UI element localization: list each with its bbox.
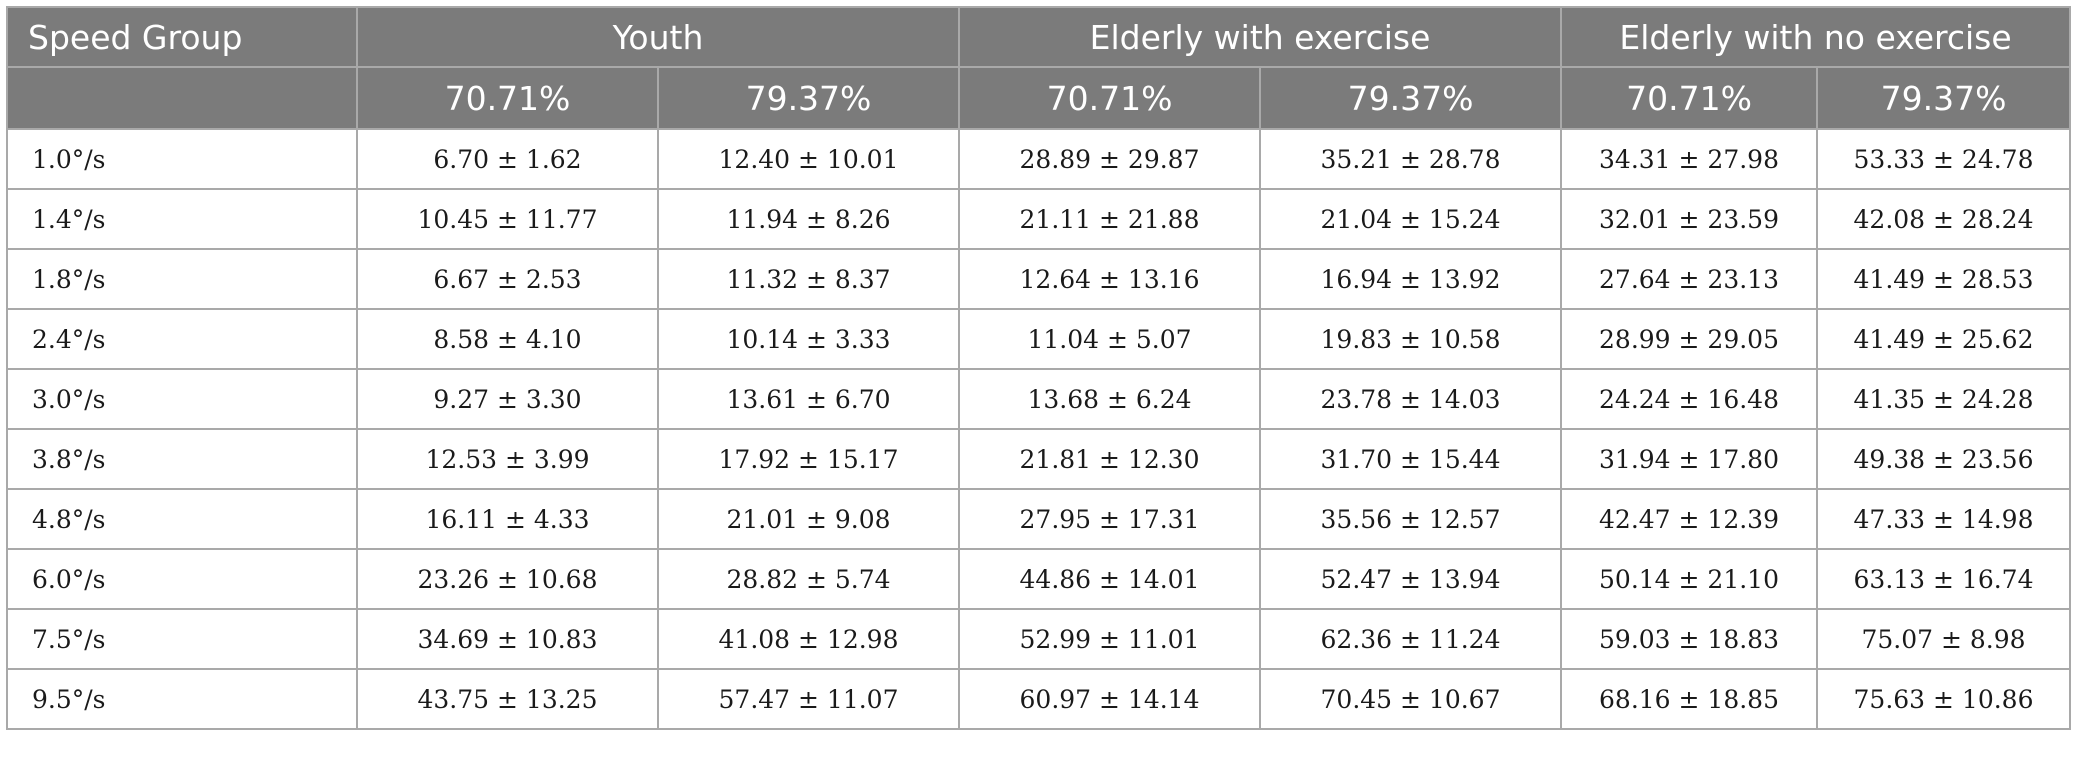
value-cell: 13.68 ± 6.24: [958, 368, 1262, 430]
value-cell: 23.78 ± 14.03: [1259, 368, 1563, 430]
value-cell: 62.36 ± 11.24: [1259, 608, 1563, 670]
speed-cell: 2.4°/s: [6, 308, 358, 370]
value-cell: 32.01 ± 23.59: [1560, 188, 1819, 250]
value-cell: 31.94 ± 17.80: [1560, 428, 1819, 490]
speed-cell: 1.8°/s: [6, 248, 358, 310]
value-cell: 27.64 ± 23.13: [1560, 248, 1819, 310]
value-cell: 28.82 ± 5.74: [656, 548, 961, 610]
value-cell: 47.33 ± 14.98: [1816, 488, 2072, 550]
value-cell: 16.11 ± 4.33: [356, 488, 659, 550]
value-cell: 42.08 ± 28.24: [1816, 188, 2072, 250]
speed-cell: 4.8°/s: [6, 488, 358, 550]
table-row: 1.0°/s 6.70 ± 1.62 12.40 ± 10.01 28.89 ±…: [6, 128, 2072, 190]
value-cell: 34.69 ± 10.83: [356, 608, 659, 670]
value-cell: 41.49 ± 25.62: [1816, 308, 2072, 370]
header-group-elderly-no-exercise: Elderly with no exercise: [1560, 6, 2072, 68]
value-cell: 70.45 ± 10.67: [1259, 668, 1563, 730]
value-cell: 63.13 ± 16.74: [1816, 548, 2072, 610]
table-body: 1.0°/s 6.70 ± 1.62 12.40 ± 10.01 28.89 ±…: [6, 128, 2072, 730]
value-cell: 68.16 ± 18.85: [1560, 668, 1819, 730]
speed-cell: 9.5°/s: [6, 668, 358, 730]
table-header: Speed Group Youth Elderly with exercise …: [6, 6, 2072, 130]
header-group-youth: Youth: [355, 6, 961, 68]
value-cell: 9.27 ± 3.30: [356, 368, 659, 430]
value-cell: 31.70 ± 15.44: [1259, 428, 1563, 490]
value-cell: 6.67 ± 2.53: [356, 248, 659, 310]
table-row: 4.8°/s 16.11 ± 4.33 21.01 ± 9.08 27.95 ±…: [6, 488, 2072, 550]
value-cell: 21.81 ± 12.30: [958, 428, 1262, 490]
value-cell: 12.64 ± 13.16: [958, 248, 1262, 310]
value-cell: 17.92 ± 15.17: [656, 428, 961, 490]
value-cell: 42.47 ± 12.39: [1560, 488, 1819, 550]
speed-cell: 3.8°/s: [6, 428, 358, 490]
value-cell: 10.14 ± 3.33: [656, 308, 961, 370]
value-cell: 24.24 ± 16.48: [1560, 368, 1819, 430]
value-cell: 52.47 ± 13.94: [1259, 548, 1563, 610]
value-cell: 10.45 ± 11.77: [356, 188, 659, 250]
value-cell: 35.21 ± 28.78: [1259, 128, 1563, 190]
header-threshold: 70.71%: [1560, 66, 1819, 130]
data-table-container: Speed Group Youth Elderly with exercise …: [6, 6, 2072, 730]
value-cell: 11.04 ± 5.07: [958, 308, 1262, 370]
value-cell: 57.47 ± 11.07: [656, 668, 961, 730]
value-cell: 21.04 ± 15.24: [1259, 188, 1563, 250]
speed-threshold-table: Speed Group Youth Elderly with exercise …: [6, 6, 2072, 730]
table-row: 7.5°/s 34.69 ± 10.83 41.08 ± 12.98 52.99…: [6, 608, 2072, 670]
value-cell: 21.11 ± 21.88: [958, 188, 1262, 250]
header-threshold: 70.71%: [356, 66, 659, 130]
value-cell: 16.94 ± 13.92: [1259, 248, 1563, 310]
value-cell: 21.01 ± 9.08: [656, 488, 961, 550]
speed-cell: 1.0°/s: [6, 128, 358, 190]
value-cell: 35.56 ± 12.57: [1259, 488, 1563, 550]
value-cell: 41.35 ± 24.28: [1816, 368, 2072, 430]
header-threshold: 79.37%: [1259, 66, 1563, 130]
header-threshold-row: 70.71% 79.37% 70.71% 79.37% 70.71% 79.37…: [6, 66, 2072, 130]
header-threshold: 70.71%: [958, 66, 1262, 130]
table-row: 6.0°/s 23.26 ± 10.68 28.82 ± 5.74 44.86 …: [6, 548, 2072, 610]
table-row: 1.8°/s 6.67 ± 2.53 11.32 ± 8.37 12.64 ± …: [6, 248, 2072, 310]
value-cell: 19.83 ± 10.58: [1259, 308, 1563, 370]
value-cell: 52.99 ± 11.01: [958, 608, 1262, 670]
value-cell: 75.07 ± 8.98: [1816, 608, 2072, 670]
header-blank-cell: [6, 66, 358, 130]
value-cell: 43.75 ± 13.25: [356, 668, 659, 730]
value-cell: 49.38 ± 23.56: [1816, 428, 2072, 490]
speed-cell: 1.4°/s: [6, 188, 358, 250]
value-cell: 8.58 ± 4.10: [356, 308, 659, 370]
table-row: 1.4°/s 10.45 ± 11.77 11.94 ± 8.26 21.11 …: [6, 188, 2072, 250]
speed-cell: 7.5°/s: [6, 608, 358, 670]
table-row: 3.0°/s 9.27 ± 3.30 13.61 ± 6.70 13.68 ± …: [6, 368, 2072, 430]
value-cell: 59.03 ± 18.83: [1560, 608, 1819, 670]
value-cell: 28.99 ± 29.05: [1560, 308, 1819, 370]
header-group-elderly-exercise: Elderly with exercise: [958, 6, 1563, 68]
value-cell: 41.08 ± 12.98: [656, 608, 961, 670]
header-group-row: Speed Group Youth Elderly with exercise …: [6, 6, 2072, 68]
speed-cell: 3.0°/s: [6, 368, 358, 430]
value-cell: 23.26 ± 10.68: [356, 548, 659, 610]
value-cell: 28.89 ± 29.87: [958, 128, 1262, 190]
value-cell: 60.97 ± 14.14: [958, 668, 1262, 730]
value-cell: 27.95 ± 17.31: [958, 488, 1262, 550]
value-cell: 11.94 ± 8.26: [656, 188, 961, 250]
table-row: 9.5°/s 43.75 ± 13.25 57.47 ± 11.07 60.97…: [6, 668, 2072, 730]
value-cell: 34.31 ± 27.98: [1560, 128, 1819, 190]
header-threshold: 79.37%: [1816, 66, 2072, 130]
value-cell: 13.61 ± 6.70: [656, 368, 961, 430]
value-cell: 6.70 ± 1.62: [356, 128, 659, 190]
value-cell: 44.86 ± 14.01: [958, 548, 1262, 610]
table-row: 2.4°/s 8.58 ± 4.10 10.14 ± 3.33 11.04 ± …: [6, 308, 2072, 370]
header-threshold: 79.37%: [656, 66, 961, 130]
header-speed-group: Speed Group: [6, 6, 358, 68]
value-cell: 75.63 ± 10.86: [1816, 668, 2072, 730]
value-cell: 41.49 ± 28.53: [1816, 248, 2072, 310]
value-cell: 11.32 ± 8.37: [656, 248, 961, 310]
value-cell: 53.33 ± 24.78: [1816, 128, 2072, 190]
value-cell: 12.40 ± 10.01: [656, 128, 961, 190]
value-cell: 50.14 ± 21.10: [1560, 548, 1819, 610]
speed-cell: 6.0°/s: [6, 548, 358, 610]
table-row: 3.8°/s 12.53 ± 3.99 17.92 ± 15.17 21.81 …: [6, 428, 2072, 490]
value-cell: 12.53 ± 3.99: [356, 428, 659, 490]
